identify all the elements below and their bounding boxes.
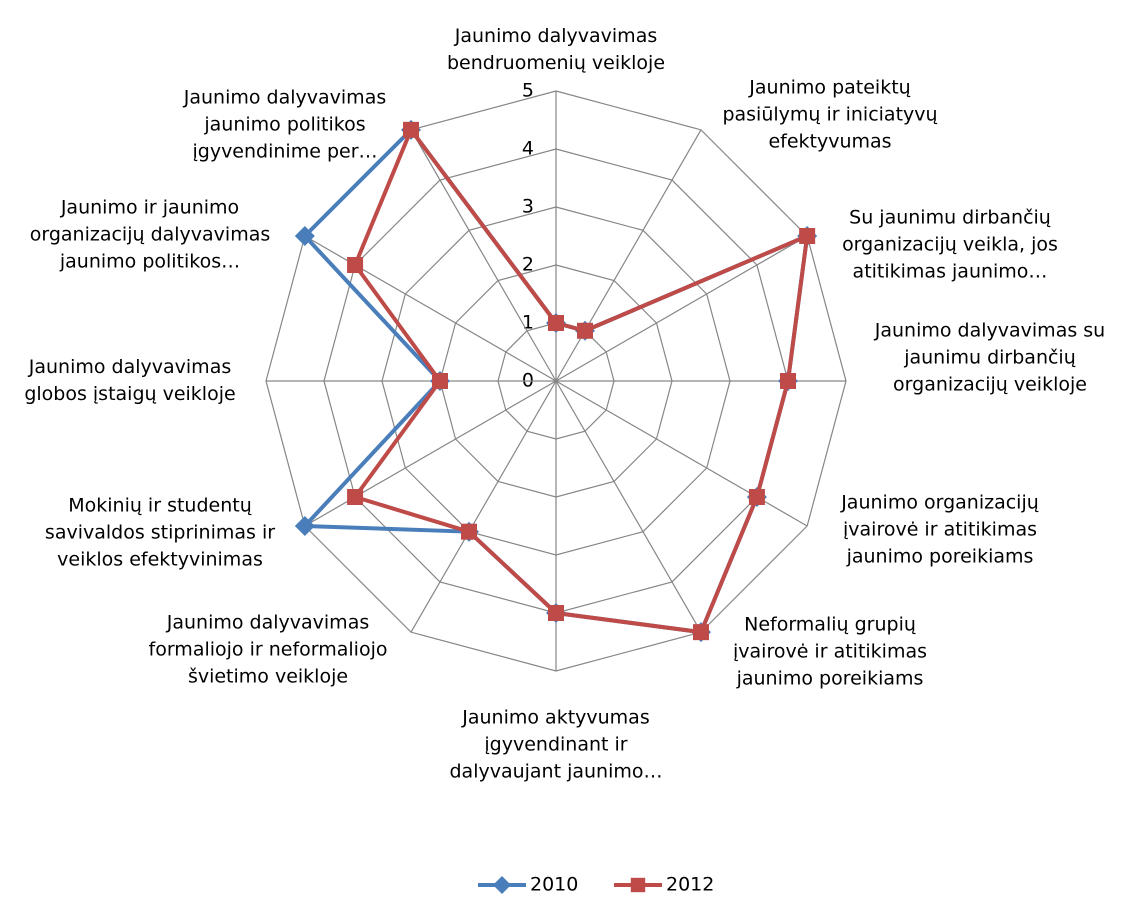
marker — [780, 373, 796, 389]
marker — [693, 624, 709, 641]
legend-label: 2010 — [530, 874, 578, 896]
category-label: Mokinių ir studentų savivaldos stiprinim… — [44, 494, 276, 571]
category-label: Jaunimo dalyvavimas su jaunimu dirbančių… — [874, 319, 1106, 396]
marker — [548, 605, 564, 621]
marker — [347, 489, 364, 505]
marker — [403, 121, 419, 138]
marker — [294, 226, 315, 246]
category-label: Neformalių grupių įvairovė ir atitikimas… — [733, 613, 927, 690]
marker — [799, 228, 816, 244]
marker — [461, 523, 477, 540]
spoke — [410, 129, 557, 382]
r-tick-label: 3 — [522, 196, 534, 218]
marker — [748, 489, 765, 505]
category-label: Jaunimo dalyvavimas jaunimo politikos įg… — [183, 86, 387, 163]
category-label: Jaunimo aktyvumas įgyvendinant ir dalyva… — [449, 706, 663, 783]
marker — [347, 257, 364, 273]
category-label: Jaunimo pateiktų pasiūlymų ir iniciatyvų… — [722, 76, 938, 153]
marker — [630, 877, 646, 893]
r-tick-label: 1 — [522, 312, 534, 334]
r-tick-label: 5 — [522, 80, 534, 102]
spoke — [555, 380, 808, 527]
spoke — [410, 380, 557, 633]
spoke — [555, 129, 702, 382]
spoke — [555, 235, 808, 382]
category-label: Jaunimo dalyvavimas globos įstaigų veikl… — [24, 356, 236, 405]
legend-label: 2012 — [666, 874, 714, 896]
r-tick-label: 2 — [522, 254, 534, 276]
category-label: Jaunimo ir jaunimo organizacijų dalyvavi… — [29, 196, 271, 273]
marker — [548, 315, 564, 331]
marker — [493, 876, 511, 894]
category-label: Jaunimo dalyvavimas bendruomenių veikloj… — [446, 25, 666, 74]
category-label: Su jaunimu dirbančių organizacijų veikla… — [842, 206, 1058, 283]
category-label: Jaunimo organizacijų įvairovė ir atitiki… — [841, 491, 1039, 568]
spoke — [304, 235, 557, 382]
r-tick-label: 4 — [522, 138, 534, 160]
category-label: Jaunimo dalyvavimas formaliojo ir neform… — [148, 611, 388, 688]
marker — [577, 322, 593, 339]
spoke — [555, 380, 702, 633]
marker — [294, 516, 315, 536]
spoke — [304, 380, 557, 527]
marker — [432, 373, 448, 389]
